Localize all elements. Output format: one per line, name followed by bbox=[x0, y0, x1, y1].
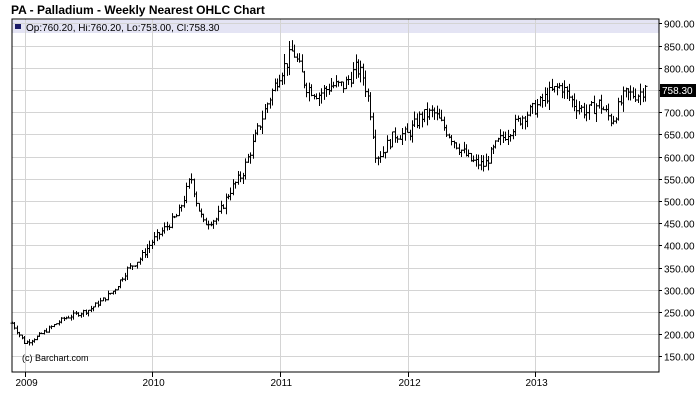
last-price-label: 758.30 bbox=[662, 86, 693, 97]
y-tick-label: 900.00 bbox=[664, 20, 695, 31]
y-tick-label: 700.00 bbox=[664, 109, 695, 120]
x-tick-label: 2011 bbox=[271, 378, 293, 389]
y-tick-label: 650.00 bbox=[664, 131, 695, 142]
y-tick-label: 600.00 bbox=[664, 154, 695, 165]
chart-title: PA - Palladium - Weekly Nearest OHLC Cha… bbox=[11, 3, 265, 17]
y-tick-label: 300.00 bbox=[664, 287, 695, 298]
y-tick-label: 400.00 bbox=[664, 242, 695, 253]
y-tick-label: 150.00 bbox=[664, 353, 695, 364]
y-tick-label: 500.00 bbox=[664, 198, 695, 209]
y-tick-label: 800.00 bbox=[664, 65, 695, 76]
grid-lines bbox=[12, 19, 659, 372]
y-tick-label: 850.00 bbox=[664, 43, 695, 54]
ohlc-legend: Op:760.20, Hi:760.20, Lo:758.00, Cl:758.… bbox=[26, 23, 220, 34]
x-tick-label: 2013 bbox=[526, 378, 549, 389]
legend-marker-icon bbox=[15, 23, 21, 29]
last-price-box bbox=[660, 84, 696, 97]
x-tick-label: 2012 bbox=[399, 378, 422, 389]
y-tick-label: 350.00 bbox=[664, 265, 695, 276]
plot-frame bbox=[11, 18, 660, 373]
y-axis: 150.00 200.00 250.00 300.00 350.00 400.00 450.… bbox=[659, 20, 695, 364]
ohlc-bar bbox=[643, 84, 648, 102]
y-tick-label: 250.00 bbox=[664, 309, 695, 320]
copyright-text: (c) Barchart.com bbox=[22, 353, 89, 363]
y-tick-label: 200.00 bbox=[664, 331, 695, 342]
price-bars bbox=[10, 40, 648, 346]
y-tick-label: 550.00 bbox=[664, 176, 695, 187]
x-axis: 2009 2010 2011 2012 2013 bbox=[16, 372, 549, 389]
x-tick-label: 2010 bbox=[143, 378, 166, 389]
y-tick-label: 450.00 bbox=[664, 220, 695, 231]
x-tick-label: 2009 bbox=[16, 378, 39, 389]
